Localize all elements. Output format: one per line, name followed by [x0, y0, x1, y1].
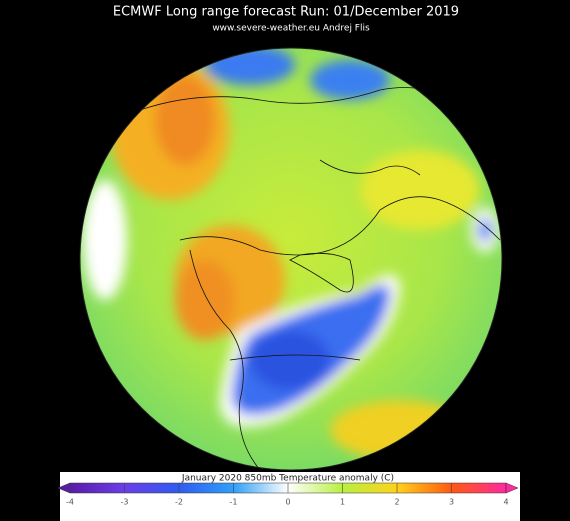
legend-panel [60, 472, 520, 521]
colorbar-tick-label: -1 [230, 498, 238, 507]
colorbar-tick-label: -3 [121, 498, 129, 507]
colorbar-tick-label: -4 [66, 498, 74, 507]
subtitle: www.severe-weather.eu Andrej Flis [212, 24, 370, 34]
colorbar-tick-label: 0 [285, 498, 290, 507]
colorbar-tick-label: 4 [503, 498, 508, 507]
colorbar-tick-label: 1 [340, 498, 345, 507]
title: ECMWF Long range forecast Run: 01/Decemb… [113, 5, 459, 20]
globe-edge [79, 47, 503, 471]
colorbar-tick-label: -2 [175, 498, 183, 507]
colorbar-tick-label: 2 [394, 498, 399, 507]
legend-label: January 2020 850mb Temperature anomaly (… [181, 474, 394, 484]
colorbar-tick-label: 3 [449, 498, 454, 507]
